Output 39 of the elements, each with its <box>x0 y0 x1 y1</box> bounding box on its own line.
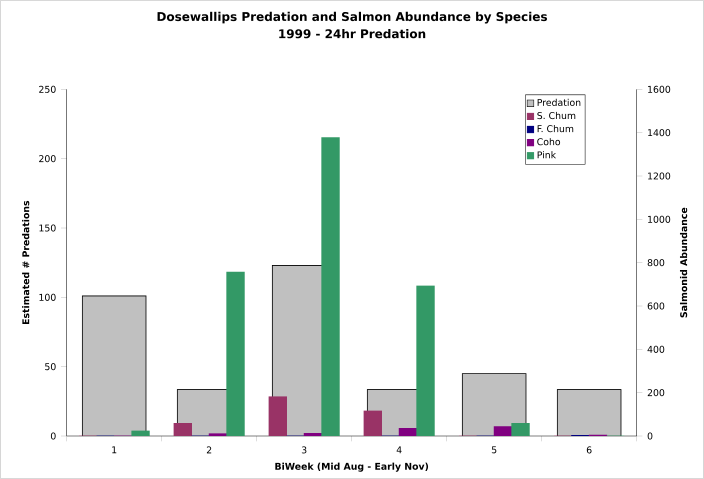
y-tick-label: 150 <box>39 224 56 232</box>
y-tick-label: 200 <box>39 155 56 162</box>
bar <box>398 428 418 436</box>
x-tick-label: 1 <box>112 446 116 454</box>
y2-tick-label: 800 <box>648 259 664 266</box>
bar <box>226 272 245 436</box>
bar <box>494 426 512 436</box>
y-tick-label: 250 <box>39 86 56 93</box>
y-axis-title: Estimated # Predations <box>22 200 30 324</box>
y2-tick-label: 1600 <box>648 86 670 93</box>
chart-subtitle: 1999 - 24hr Predation <box>279 29 426 38</box>
x-tick-label: 5 <box>492 446 496 454</box>
chart-title: Dosewallips Predation and Salmon Abundance by Species <box>158 12 547 24</box>
legend-label: Pink <box>538 151 556 158</box>
bar <box>208 433 228 436</box>
y2-tick-label: 0 <box>648 432 652 440</box>
legend-label: Coho <box>537 138 560 146</box>
y-tick-label: 0 <box>50 432 56 440</box>
y2-tick-label: 1400 <box>648 129 670 136</box>
bar <box>511 423 530 436</box>
y2-tick-label: 1200 <box>648 172 670 180</box>
y2-tick-label: 400 <box>648 346 664 353</box>
y2-tick-label: 600 <box>648 302 664 310</box>
x-tick-label: 3 <box>302 446 306 454</box>
x-tick-label: 4 <box>396 446 402 454</box>
x-axis-title: BiWeek (Mid Aug - Early Nov) <box>275 462 428 472</box>
bar <box>304 433 322 436</box>
legend-label: F. Chum <box>538 124 574 132</box>
bar <box>416 286 435 436</box>
x-tick-label: 2 <box>206 446 212 454</box>
legend-label: S. Chum <box>537 112 576 120</box>
y-tick-label: 100 <box>39 294 56 301</box>
y-tick-label: 50 <box>45 363 56 370</box>
y2-axis-title: Salmonid Abundance <box>680 208 688 318</box>
y2-tick-label: 1000 <box>648 216 670 223</box>
bar <box>131 430 150 436</box>
legend-label: Predation <box>538 98 580 106</box>
y2-tick-label: 200 <box>648 389 664 396</box>
x-tick-label: 6 <box>586 446 592 454</box>
